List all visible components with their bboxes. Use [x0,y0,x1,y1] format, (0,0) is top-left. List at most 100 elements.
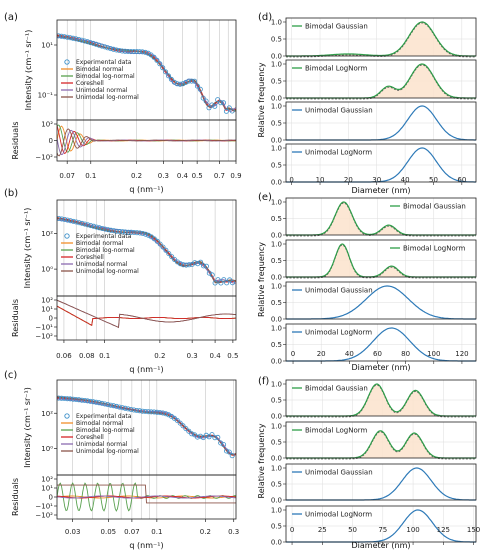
distribution-dashed [286,202,476,237]
data-point [142,49,148,55]
data-point [212,103,218,109]
data-point [102,401,108,407]
data-point [99,43,105,49]
legend-entry: Bimodal LogNorm [305,65,368,73]
x-tick-label: 60 [373,350,382,358]
subplot-frame [285,17,477,57]
subplot-bimodal-gaussian: Bimodal Gaussian 0.0 0.5 1.0 [271,17,477,61]
data-point [134,49,140,55]
y-tick-label: 1.0 [271,61,282,69]
y-tick-label: −10¹ [35,324,53,332]
y-tick-label: 1.0 [271,145,282,153]
y-tick-label: 0.5 [271,439,282,447]
y-tick-label: 1.0 [271,423,282,431]
data-point [134,407,140,413]
data-point [137,230,143,236]
data-point [125,406,131,412]
distribution-dashed [286,431,476,460]
data-point [102,226,108,232]
subplot-frame [285,323,477,362]
data-point [229,453,235,459]
data-point [131,49,137,55]
data-point [62,216,68,222]
data-point [157,61,163,67]
legend-entry: Experimental data [76,233,132,240]
data-point [57,216,62,221]
panel-label: (a) [4,12,18,23]
y-tick-label: 10¹ [41,306,53,314]
y-axis-label: Intensity (cm⁻¹ sr⁻¹) [24,30,33,111]
legend-entry: Unimodal normal [76,441,128,448]
data-point [70,218,76,224]
data-point [174,81,180,87]
data-point [76,37,82,43]
data-point [209,432,215,438]
x-tick-label: 0 [289,176,293,184]
distribution-dashed [286,244,476,279]
y-tick-label: 10¹ [41,42,53,50]
subplot-frame [285,59,477,99]
data-point [88,223,94,229]
y-tick-label: 10² [41,121,53,129]
legend-entry: Bimodal LogNorm [403,245,466,253]
data-point [99,225,105,231]
x-tick-label: 0.7 [214,172,225,180]
x-tick-label: 0.4 [210,352,222,360]
y-tick-label: 0.0 [271,232,282,240]
data-point [87,40,93,46]
data-point [229,280,235,286]
data-point [140,230,146,236]
data-point [218,280,224,286]
y-tick-label: 0.5 [271,162,282,170]
data-point [220,100,226,106]
subplot-frame [285,197,477,236]
data-point [186,262,192,268]
data-point [177,261,183,267]
y-tick-label: 10⁰ [41,266,53,274]
y-axis-label: Relative frequency [257,423,266,498]
data-point [120,229,126,235]
data-point [117,228,123,234]
data-point [212,435,218,441]
y-tick-label: 0.5 [271,78,282,86]
data-point [177,81,183,87]
y-tick-label: 0 [49,315,53,323]
data-point [105,45,111,51]
data-point [160,244,166,250]
x-tick-label: 0.1 [85,172,96,180]
data-point [90,40,96,46]
data-point [128,229,134,235]
distribution-fill [286,64,476,98]
y-axis-label: Relative frequency [257,242,266,317]
subplot-frame [285,463,477,501]
x-tick-label: 150 [467,526,480,534]
panel-label: (d) [258,12,272,23]
x-tick-label: 0 [291,350,295,358]
x-tick-label: 0.5 [192,172,203,180]
y-tick-label: 0.0 [271,316,282,324]
x-tick-label: 0.3 [158,172,169,180]
data-point [73,396,79,402]
data-point [67,35,73,41]
y-tick-label: 1.0 [271,19,282,27]
legend-entry: Bimodal log-normal [76,247,135,254]
y-tick-label: 0 [49,494,53,502]
data-point [108,227,114,233]
data-point [154,409,160,415]
data-point [67,396,73,402]
legend-entry: Unimodal log-normal [76,448,139,455]
x-tick-label: 0.07 [59,172,75,180]
data-point [128,49,134,55]
x-tick-label: 20 [344,176,353,184]
data-point [223,448,229,454]
data-point [197,433,203,439]
data-point [215,277,221,283]
data-point [64,34,70,40]
data-point [154,57,160,63]
data-point [139,408,145,414]
data-point [70,35,76,41]
data-point [209,102,215,108]
